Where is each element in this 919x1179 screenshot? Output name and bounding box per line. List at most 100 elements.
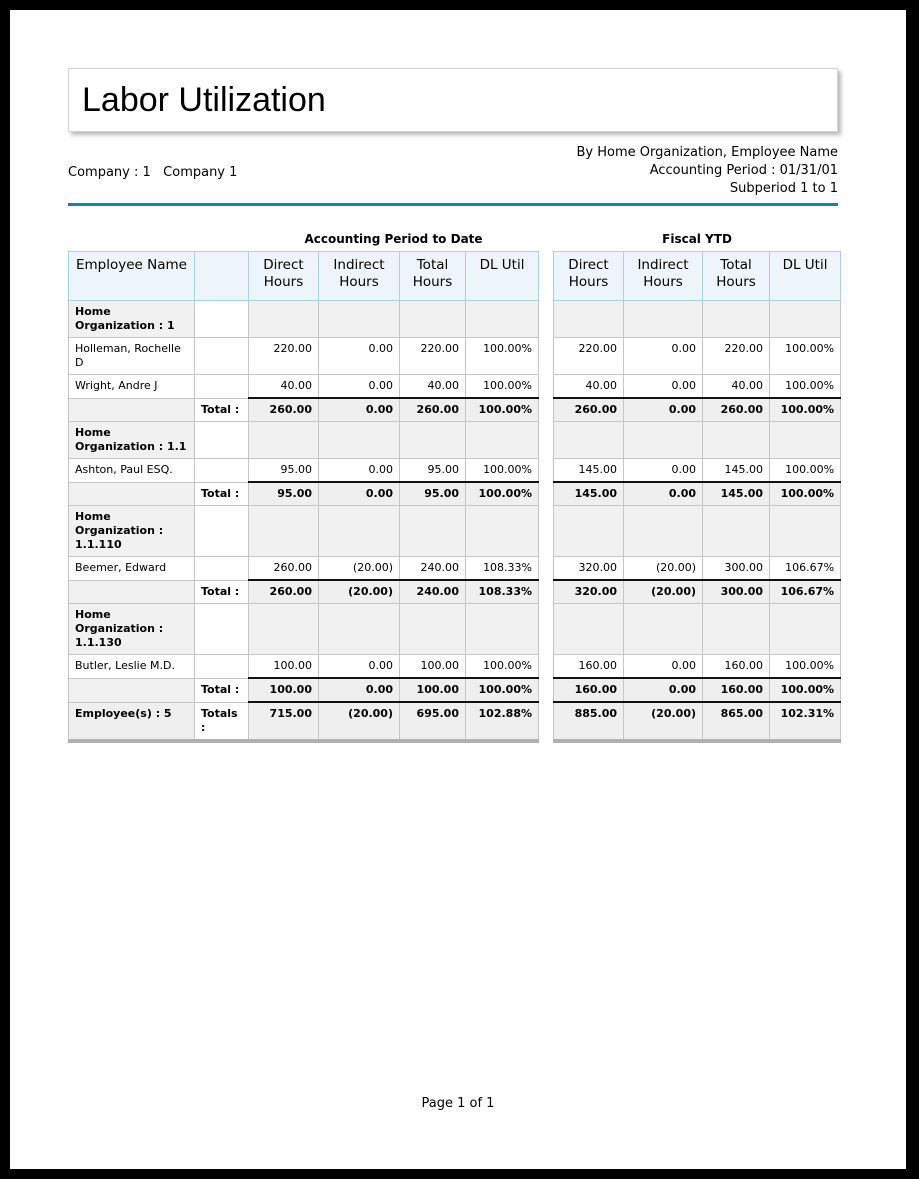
empty-cell xyxy=(553,505,625,557)
table-gap xyxy=(538,251,554,301)
blank-cell xyxy=(194,603,249,655)
value-cell-apd: 0.00 xyxy=(318,458,400,483)
table-gap xyxy=(538,580,554,604)
table-row-employee: Wright, Andre J 40.00 0.00 40.00 100.00% 40.0… xyxy=(68,374,842,399)
total-value-cell-ytd: 160.00 xyxy=(553,677,625,703)
caption-fiscal-ytd: Fiscal YTD xyxy=(553,232,841,252)
empty-cell xyxy=(769,421,842,459)
report-subheader: Company : 1 Company 1 By Home Organizati… xyxy=(68,144,838,198)
table-gap xyxy=(538,556,554,580)
value-cell-apd: 220.00 xyxy=(399,337,466,375)
table-row-grand: Employee(s) : 5 Totals :715.00 (20.00) 695.… xyxy=(68,701,842,743)
grand-total-value-cell-apd: 102.88% xyxy=(464,701,540,743)
table-gap xyxy=(538,654,554,678)
value-cell-apd: 95.00 xyxy=(248,458,319,483)
total-value-cell-apd: 108.33% xyxy=(464,579,540,604)
col-header-total-hours-ytd: Total Hours xyxy=(702,251,771,301)
header-divider-rule xyxy=(68,203,838,206)
accounting-period-line: Accounting Period : 01/31/01 xyxy=(649,163,838,178)
value-cell-ytd: (20.00) xyxy=(623,556,704,581)
org-label-cell: Home Organization : 1.1.130 xyxy=(68,603,195,655)
empty-cell xyxy=(702,300,771,338)
caption-spacer xyxy=(68,232,249,252)
total-value-cell-ytd: 0.00 xyxy=(623,397,704,422)
table-row-total: Total :260.00 0.00 260.00 100.00% 260.00 0.00… xyxy=(68,397,842,422)
value-cell-apd: 100.00% xyxy=(464,374,540,399)
empty-cell xyxy=(399,603,466,655)
empty-cell xyxy=(464,603,540,655)
labor-utilization-table: Accounting Period to Date Fiscal YTD Emp… xyxy=(68,232,842,743)
table-row-org: Home Organization : 1.1.110 xyxy=(68,505,842,557)
value-cell-apd: 220.00 xyxy=(248,337,319,375)
col-header-dl-util-ytd: DL Util xyxy=(769,251,842,301)
empty-cell xyxy=(623,421,704,459)
blank-cell xyxy=(194,300,249,338)
table-row-employee: Beemer, Edward 260.00 (20.00) 240.00 108.33%… xyxy=(68,556,842,581)
value-cell-ytd: 145.00 xyxy=(553,458,625,483)
value-cell-ytd: 100.00% xyxy=(769,458,842,483)
total-value-cell-ytd: 100.00% xyxy=(769,397,842,422)
total-value-cell-apd: 240.00 xyxy=(399,579,466,604)
total-value-cell-ytd: 300.00 xyxy=(702,579,771,604)
table-row-employee: Butler, Leslie M.D. 100.00 0.00 100.00 100.0… xyxy=(68,654,842,679)
grand-total-value-cell-ytd: 865.00 xyxy=(702,701,771,743)
total-value-cell-ytd: 100.00% xyxy=(769,677,842,703)
empty-cell xyxy=(399,300,466,338)
report-parameters: By Home Organization, Employee Name Acco… xyxy=(576,144,838,198)
empty-cell xyxy=(702,505,771,557)
report-title-banner: Labor Utilization xyxy=(68,68,838,132)
col-header-indirect-hours-ytd: Indirect Hours xyxy=(623,251,704,301)
grand-total-label-cell: Totals : xyxy=(194,701,249,743)
table-gap xyxy=(538,603,554,655)
total-value-cell-ytd: 260.00 xyxy=(553,397,625,422)
blank-cell xyxy=(194,458,249,483)
empty-cell xyxy=(464,421,540,459)
total-label-cell: Total : xyxy=(194,579,249,604)
org-label-cell: Home Organization : 1 xyxy=(68,300,195,338)
blank-cell xyxy=(194,421,249,459)
employee-name-cell: Ashton, Paul ESQ. xyxy=(68,458,195,483)
empty-cell xyxy=(318,300,400,338)
page-number: Page 1 of 1 xyxy=(421,1096,495,1111)
grand-total-value-cell-ytd: (20.00) xyxy=(623,701,704,743)
value-cell-ytd: 145.00 xyxy=(702,458,771,483)
empty-cell xyxy=(248,421,319,459)
table-row-org: Home Organization : 1.1.130 xyxy=(68,603,842,655)
total-value-cell-apd: 0.00 xyxy=(318,397,400,422)
empty-cell xyxy=(623,300,704,338)
empty-cell xyxy=(248,603,319,655)
col-header-dl-util-apd: DL Util xyxy=(464,251,540,301)
grand-total-value-cell-ytd: 885.00 xyxy=(553,701,625,743)
caption-row: Accounting Period to Date Fiscal YTD xyxy=(68,232,841,252)
value-cell-ytd: 320.00 xyxy=(553,556,625,581)
table-gap xyxy=(538,300,554,338)
empty-cell xyxy=(702,603,771,655)
value-cell-apd: 108.33% xyxy=(464,556,540,581)
report-content: Labor Utilization Company : 1 Company 1 … xyxy=(10,68,906,743)
value-cell-apd: 240.00 xyxy=(399,556,466,581)
table-row-total: Total :260.00 (20.00) 240.00 108.33% 320.00(… xyxy=(68,579,842,604)
empty-cell xyxy=(702,421,771,459)
table-gap xyxy=(538,421,554,459)
value-cell-ytd: 106.67% xyxy=(769,556,842,581)
total-value-cell-ytd: 0.00 xyxy=(623,481,704,506)
total-value-cell-apd: 260.00 xyxy=(399,397,466,422)
company-label: Company : 1 Company 1 xyxy=(68,165,238,180)
employee-name-cell: Wright, Andre J xyxy=(68,374,195,399)
total-value-cell-ytd: 145.00 xyxy=(702,481,771,506)
org-label-cell: Home Organization : 1.1.110 xyxy=(68,505,195,557)
empty-cell xyxy=(318,603,400,655)
empty-cell xyxy=(464,300,540,338)
value-cell-ytd: 0.00 xyxy=(623,374,704,399)
total-value-cell-apd: (20.00) xyxy=(318,579,400,604)
value-cell-ytd: 100.00% xyxy=(769,337,842,375)
empty-cell xyxy=(248,505,319,557)
table-head: Accounting Period to Date Fiscal YTD Emp… xyxy=(68,232,842,301)
sort-by-line: By Home Organization, Employee Name xyxy=(576,145,838,160)
total-value-cell-ytd: 260.00 xyxy=(702,397,771,422)
total-value-cell-ytd: 160.00 xyxy=(702,677,771,703)
employee-name-cell: Butler, Leslie M.D. xyxy=(68,654,195,679)
empty-cell xyxy=(68,481,195,506)
value-cell-ytd: 100.00% xyxy=(769,374,842,399)
value-cell-apd: 100.00% xyxy=(464,337,540,375)
